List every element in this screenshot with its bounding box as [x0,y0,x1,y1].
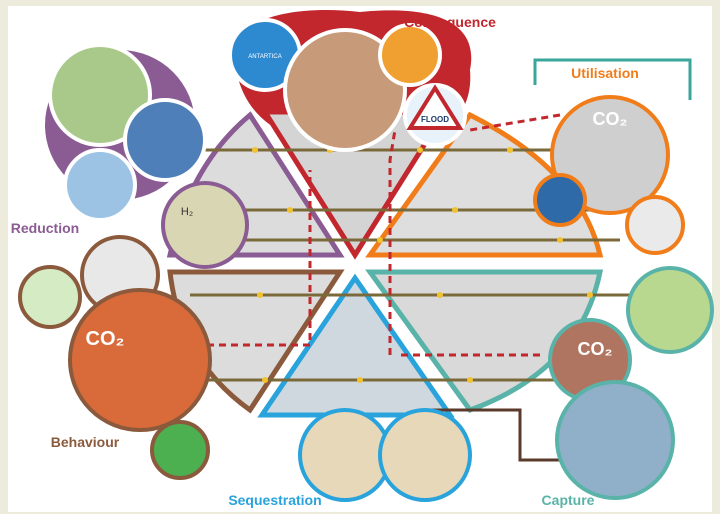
section-label: Reduction [11,220,79,236]
icon-text: ANTARTICA [248,54,281,60]
section-label: Consequence [404,14,496,30]
icon-text: H₂ [181,206,193,218]
icon-text: CO₂ [578,339,613,359]
icon-text: CO₂ [86,328,125,350]
section-label: Behaviour [51,434,120,450]
infographic: ANTARTICA FLOOD H₂ CO₂ CO₂ CO₂ Consequen… [0,0,720,514]
section-label: Sequestration [228,492,321,508]
section-label: Utilisation [571,65,639,81]
icon-text: CO₂ [593,109,628,129]
icon-text: FLOOD [421,115,449,124]
section-label: Capture [542,492,595,508]
